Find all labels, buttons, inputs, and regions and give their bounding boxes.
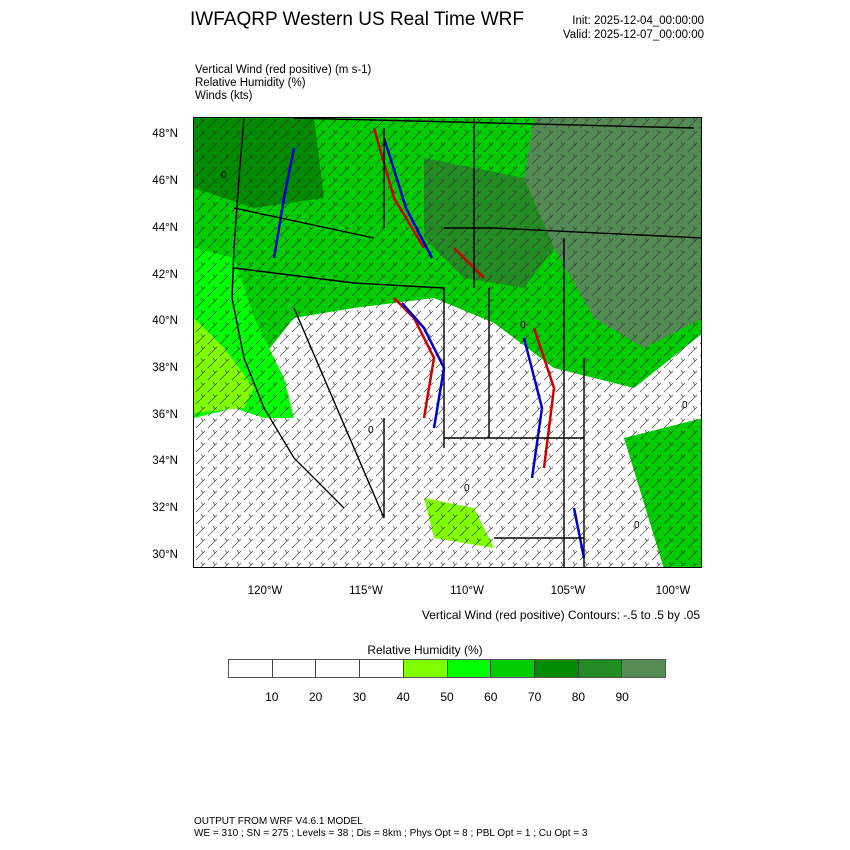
time-info: Init: 2025-12-04_00:00:00 Valid: 2025-12… (563, 14, 704, 42)
contour-label: 0 (634, 520, 640, 531)
colorbar-label: 30 (352, 690, 367, 704)
colorbar-label: 70 (527, 690, 542, 704)
contour-label: 0 (682, 400, 688, 411)
colorbar-swatch (447, 660, 492, 677)
footer-model: OUTPUT FROM WRF V4.6.1 MODEL (194, 816, 363, 827)
colorbar-label: 60 (484, 690, 498, 704)
colorbar-swatch (534, 660, 579, 677)
lat-label: 48°N (152, 128, 178, 140)
colorbar-label: 90 (615, 690, 629, 704)
colorbar-label: 10 (265, 690, 279, 704)
colorbar-swatch (272, 660, 317, 677)
footer-config: WE = 310 ; SN = 275 ; Levels = 38 ; Dis … (194, 828, 588, 839)
colorbar-label: 20 (308, 690, 323, 704)
field-relative-humidity: Relative Humidity (%) (195, 77, 306, 89)
contour-label: 0 (464, 483, 470, 494)
colorbar-swatch (403, 660, 448, 677)
contour-label: 0 (221, 170, 227, 181)
colorbar-label: 80 (571, 690, 586, 704)
lon-label: 100°W (655, 585, 691, 597)
lon-label: 110°W (450, 585, 484, 597)
wind-barbs (194, 118, 701, 567)
colorbar (228, 659, 666, 678)
lat-label: 32°N (152, 502, 178, 514)
field-winds: Winds (kts) (195, 90, 253, 102)
lon-label: 105°W (550, 585, 586, 597)
colorbar-swatch (622, 660, 666, 677)
init-time: Init: 2025-12-04_00:00:00 (572, 15, 704, 27)
vertical-wind-contours (272, 127, 586, 559)
lon-label: 120°W (247, 585, 283, 597)
lat-label: 36°N (152, 409, 178, 421)
map-canvas: 0 0 0 0 0 0 (194, 118, 701, 567)
colorbar-title: Relative Humidity (%) (367, 643, 483, 657)
lat-label: 34°N (152, 455, 178, 467)
coastline (231, 118, 345, 509)
field-vertical-wind: Vertical Wind (red positive) (m s-1) (195, 64, 372, 76)
lat-label: 44°N (152, 222, 178, 234)
state-lines (233, 118, 701, 567)
valid-time: Valid: 2025-12-07_00:00:00 (562, 29, 704, 41)
lon-label: 115°W (349, 585, 383, 597)
lat-label: 30°N (152, 549, 178, 561)
colorbar-swatch (491, 660, 535, 677)
boundaries (231, 118, 701, 567)
lat-label: 46°N (152, 175, 178, 187)
colorbar-swatch (360, 660, 404, 677)
colorbar-label: 50 (440, 690, 454, 704)
contour-caption: Vertical Wind (red positive) Contours: -… (421, 608, 700, 622)
lat-label: 38°N (152, 362, 178, 374)
lat-label: 42°N (152, 269, 178, 281)
lat-label: 40°N (152, 315, 178, 327)
contour-label: 0 (368, 425, 374, 436)
footer: OUTPUT FROM WRF V4.6.1 MODEL WE = 310 ; … (194, 816, 587, 840)
colorbar-swatch (229, 660, 273, 677)
map-panel: 0 0 0 0 0 0 (193, 117, 702, 568)
field-list: Vertical Wind (red positive) (m s-1) Rel… (195, 64, 371, 103)
colorbar-swatch (316, 660, 361, 677)
plot-title: IWFAQRP Western US Real Time WRF (190, 9, 524, 30)
contour-label: 0 (520, 320, 526, 331)
contour-labels: 0 0 0 0 0 0 (221, 170, 688, 531)
colorbar-swatch (578, 660, 623, 677)
colorbar-label: 40 (396, 690, 410, 704)
